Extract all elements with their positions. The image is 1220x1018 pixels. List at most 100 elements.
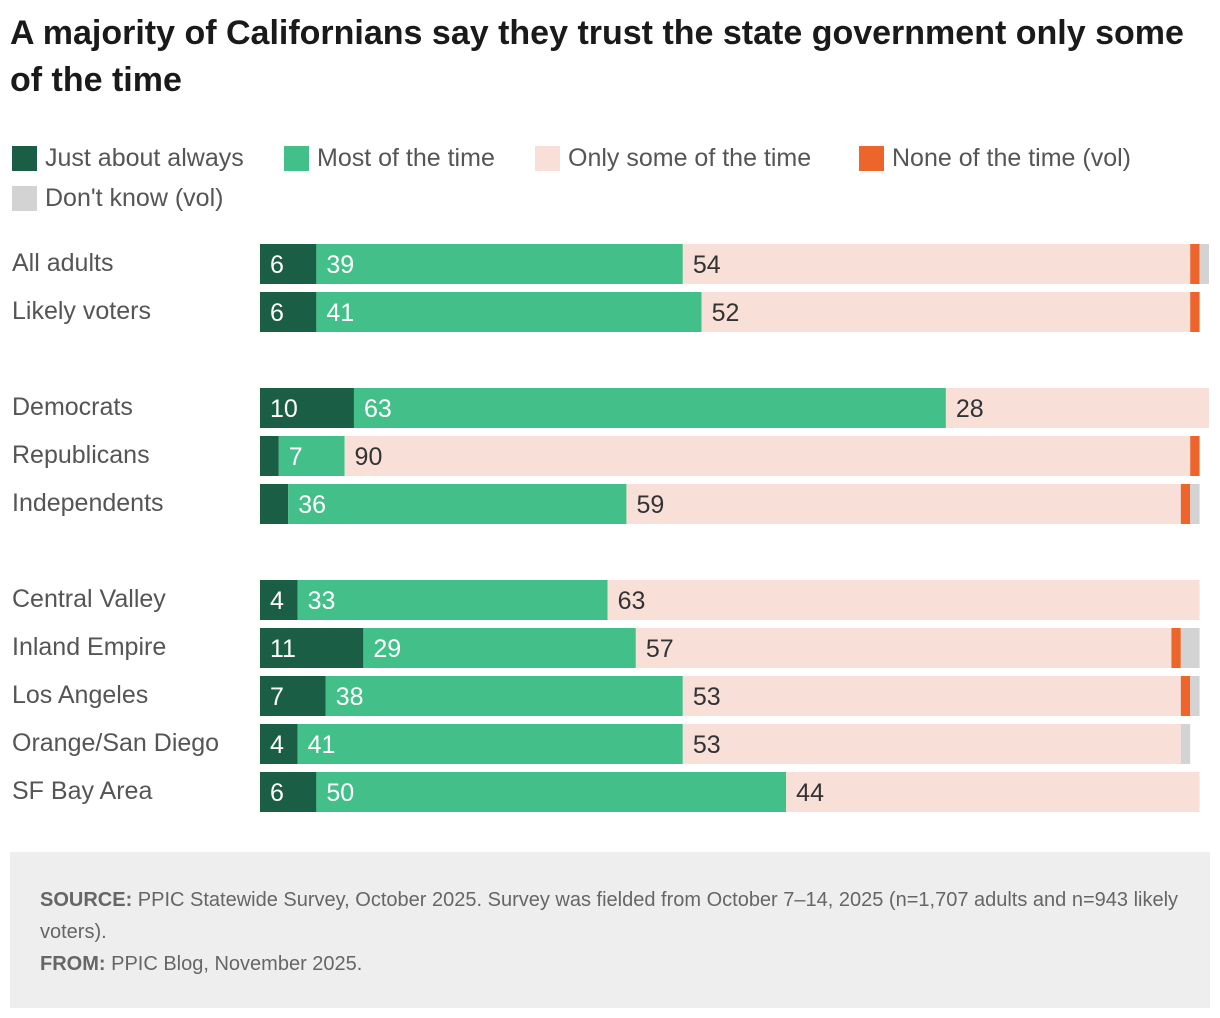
category-label: Los Angeles — [12, 681, 148, 709]
bar-segment — [260, 628, 364, 668]
bar-segment — [701, 292, 1191, 332]
stacked-bar-chart: All adults 6 39 54 Likely voters 6 41 52 Democra… — [12, 244, 1209, 812]
bar-segment — [363, 628, 636, 668]
bar-segment — [260, 436, 279, 476]
bar-segment — [344, 436, 1191, 476]
bar-value-label: 33 — [308, 587, 336, 615]
legend-item-most-of-the-time: Most of the time — [284, 143, 495, 173]
bar-value-label: 36 — [298, 491, 326, 519]
legend-swatch-most-of-the-time — [284, 145, 309, 171]
bar-segment — [1190, 484, 1200, 524]
category-label: SF Bay Area — [12, 777, 152, 805]
from-text: PPIC Blog, November 2025. — [111, 953, 363, 975]
bar-segment — [1190, 244, 1200, 284]
legend-item-none-of-the-time: None of the time (vol) — [859, 143, 1131, 173]
bar-segment — [1171, 628, 1181, 668]
bar-segment — [288, 484, 627, 524]
source-text: PPIC Statewide Survey, October 2025. Sur… — [40, 889, 1179, 943]
bar-value-label: 29 — [373, 635, 401, 663]
bar-segment — [626, 484, 1181, 524]
bar-segment — [786, 772, 1200, 812]
bar-segment — [353, 388, 946, 428]
bar-segment — [682, 244, 1191, 284]
legend-label: Don't know (vol) — [45, 183, 224, 212]
bar-value-label: 44 — [796, 779, 824, 807]
bar-value-label: 50 — [326, 779, 354, 807]
legend-label: Most of the time — [317, 143, 495, 172]
from-label: FROM: — [40, 953, 106, 975]
bar-segment — [260, 244, 317, 284]
bar-value-label: 57 — [646, 635, 674, 663]
bar-value-label: 53 — [693, 731, 721, 759]
legend-label: Only some of the time — [568, 143, 812, 172]
legend-label: Just about always — [45, 143, 244, 172]
category-label: Democrats — [12, 393, 133, 421]
legend-swatch-just-about-always — [12, 145, 37, 171]
bar-segment — [635, 628, 1172, 668]
bar-segment — [260, 676, 326, 716]
category-label: Orange/San Diego — [12, 729, 219, 757]
chart-title: A majority of Californians say they trus… — [10, 14, 1184, 99]
bar-value-label: 41 — [326, 299, 354, 327]
bar-segment — [297, 580, 608, 620]
bar-value-label: 54 — [693, 251, 721, 279]
bar-segment — [682, 724, 1181, 764]
source-line: SOURCE: PPIC Statewide Survey, October 2… — [40, 884, 1180, 948]
bar-segment — [316, 772, 787, 812]
bar-segment — [1180, 676, 1191, 716]
bar-segment — [260, 580, 298, 620]
bar-segment — [1190, 436, 1200, 476]
bar-value-label: 7 — [289, 443, 303, 471]
bar-segment — [1199, 244, 1209, 284]
from-line: FROM: PPIC Blog, November 2025. — [40, 948, 1180, 980]
bar-value-label: 10 — [270, 395, 298, 423]
bar-segment — [260, 292, 317, 332]
legend-swatch-only-some-of-the-time — [535, 145, 560, 171]
bar-segment — [607, 580, 1200, 620]
bar-segment — [1180, 724, 1191, 764]
bar-segment — [260, 388, 354, 428]
bar-value-label: 52 — [712, 299, 740, 327]
bar-value-label: 63 — [618, 587, 646, 615]
legend-item-dont-know: Don't know (vol) — [12, 183, 223, 213]
legend-item-just-about-always: Just about always — [12, 143, 244, 173]
bar-segment — [260, 484, 289, 524]
bar-value-label: 4 — [270, 731, 284, 759]
bar-value-label: 6 — [270, 779, 284, 807]
bar-segment — [260, 772, 317, 812]
category-label: Inland Empire — [12, 633, 166, 661]
category-label: Independents — [12, 489, 164, 517]
legend-swatch-dont-know — [12, 185, 37, 211]
legend-label: None of the time (vol) — [892, 143, 1131, 172]
bar-segment — [682, 676, 1181, 716]
bar-value-label: 4 — [270, 587, 284, 615]
bar-value-label: 59 — [636, 491, 664, 519]
category-label: Likely voters — [12, 297, 151, 325]
bar-segment — [1190, 676, 1200, 716]
bar-value-label: 39 — [326, 251, 354, 279]
bar-segment — [316, 244, 683, 284]
bar-value-label: 6 — [270, 251, 284, 279]
bar-segment — [1190, 292, 1200, 332]
bar-value-label: 11 — [270, 635, 296, 663]
bar-value-label: 90 — [355, 443, 383, 471]
bar-segment — [316, 292, 702, 332]
legend-swatch-none-of-the-time — [859, 145, 884, 171]
source-footer: SOURCE: PPIC Statewide Survey, October 2… — [10, 852, 1210, 1008]
bar-segment — [1180, 484, 1191, 524]
legend-item-only-some-of-the-time: Only some of the time — [535, 143, 811, 173]
bar-value-label: 63 — [364, 395, 392, 423]
category-label: Central Valley — [12, 585, 166, 613]
bar-value-label: 28 — [956, 395, 984, 423]
bar-value-label: 41 — [308, 731, 336, 759]
category-label: Republicans — [12, 441, 150, 469]
source-label: SOURCE: — [40, 889, 133, 911]
bar-value-label: 7 — [270, 683, 284, 711]
bar-segment — [945, 388, 1209, 428]
bar-segment — [1180, 628, 1200, 668]
bar-segment — [278, 436, 345, 476]
bar-segment — [297, 724, 683, 764]
bar-value-label: 53 — [693, 683, 721, 711]
bar-segment — [260, 724, 298, 764]
bar-value-label: 6 — [270, 299, 284, 327]
